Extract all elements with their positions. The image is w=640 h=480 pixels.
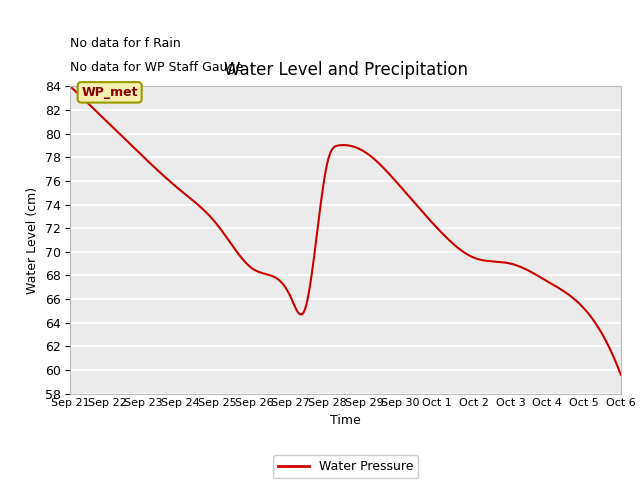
- Text: WP_met: WP_met: [81, 86, 138, 99]
- Text: No data for f Rain: No data for f Rain: [70, 36, 181, 49]
- Title: Water Level and Precipitation: Water Level and Precipitation: [223, 61, 468, 79]
- Y-axis label: Water Level (cm): Water Level (cm): [26, 186, 39, 294]
- Legend: Water Pressure: Water Pressure: [273, 455, 419, 478]
- X-axis label: Time: Time: [330, 414, 361, 427]
- Text: No data for WP Staff Gauge: No data for WP Staff Gauge: [70, 61, 244, 74]
